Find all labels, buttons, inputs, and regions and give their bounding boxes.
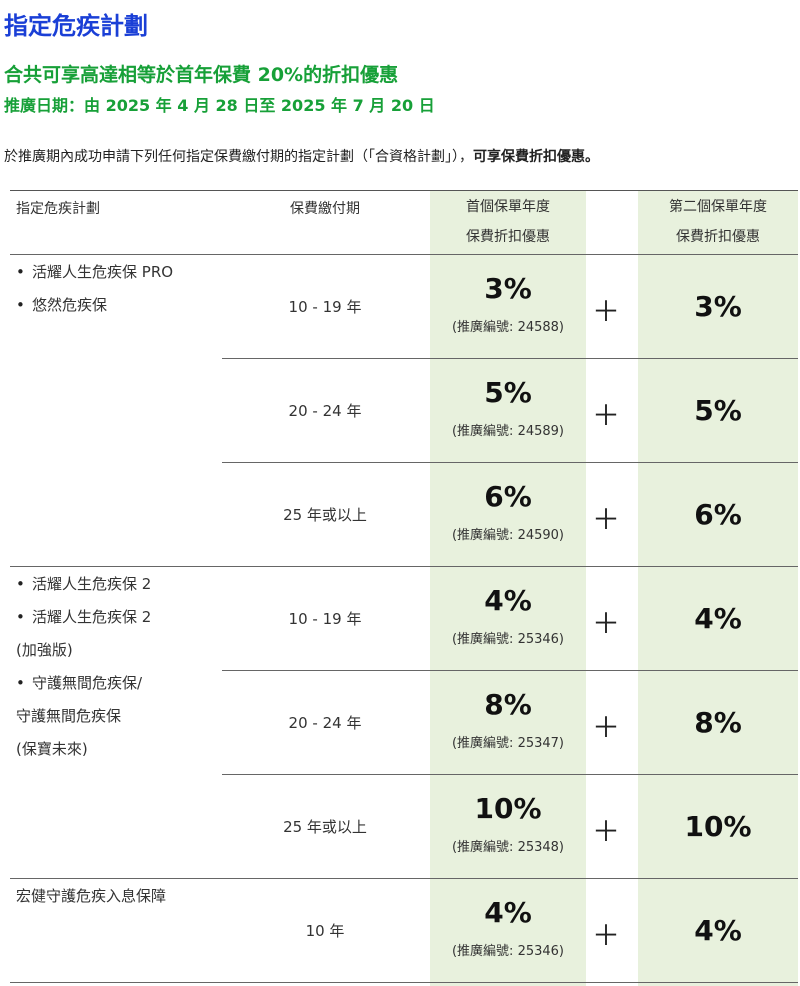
header-second-year: 第二個保單年度 保費折扣優惠: [638, 192, 798, 252]
promo-code: (推廣編號: 25346): [451, 632, 564, 647]
first-year-discount: 4%: [484, 896, 532, 929]
second-year-discount: 4%: [694, 914, 742, 947]
payment-term: 10 年: [305, 922, 345, 940]
header-bottom-rule: [10, 254, 798, 255]
second-year-discount: 6%: [694, 498, 742, 531]
promo-code: (推廣編號: 24589): [451, 424, 564, 439]
header-first-year: 首個保單年度 保費折扣優惠: [430, 192, 586, 252]
payment-term: 10 - 19 年: [288, 610, 362, 628]
second-year-discount: 3%: [694, 290, 742, 323]
row-divider: [222, 358, 798, 359]
second-year-column-bg: [638, 190, 798, 986]
plan-name: 悠然危疾保: [16, 289, 236, 322]
first-year-column-bg: [430, 190, 586, 986]
payment-term: 25 年或以上: [283, 818, 367, 836]
header-plan: 指定危疾計劃: [16, 201, 100, 217]
first-year-discount: 3%: [484, 272, 532, 305]
promo-code: (推廣編號: 25347): [451, 736, 564, 751]
group-divider: [10, 566, 798, 567]
plan-name: 守護無間危疾保: [16, 707, 122, 725]
group-divider: [10, 878, 798, 879]
second-year-discount: 8%: [694, 706, 742, 739]
first-year-discount: 8%: [484, 688, 532, 721]
payment-term: 10 - 19 年: [288, 298, 362, 316]
intro-body: 於推廣期內成功申請下列任何指定保費繳付期的指定計劃（「合資格計劃」），: [4, 149, 473, 165]
intro-text: 於推廣期內成功申請下列任何指定保費繳付期的指定計劃（「合資格計劃」），可享保費折…: [4, 146, 599, 166]
row-divider: [222, 462, 798, 463]
second-year-discount: 4%: [694, 602, 742, 635]
plan-name: 活耀人生危疾保 2: [16, 568, 236, 601]
second-year-discount: 10%: [684, 810, 752, 843]
table-top-border: [10, 190, 798, 191]
discount-table: 指定危疾計劃 保費繳付期 首個保單年度 保費折扣優惠 第二個保單年度 保費折扣優…: [10, 190, 798, 986]
header-second-year-line1: 第二個保單年度: [669, 199, 767, 215]
row-divider: [222, 670, 798, 671]
plan-items: 活耀人生危疾保 PRO悠然危疾保: [16, 256, 236, 322]
plus-sign: ＋: [591, 815, 620, 848]
plan-items: 活耀人生危疾保 2活耀人生危疾保 2 (加強版) 守護無間危疾保/守護無間危疾保 (保…: [16, 568, 236, 766]
page-title: 指定危疾計劃: [4, 12, 148, 40]
second-year-discount: 5%: [694, 394, 742, 427]
plan-list: 宏健守護危疾入息保障: [16, 880, 236, 913]
first-year-discount: 10%: [474, 792, 542, 825]
first-year-discount: 5%: [484, 376, 532, 409]
plan-name: (保寶未來): [16, 740, 88, 758]
row-divider: [222, 774, 798, 775]
offer-headline: 合共可享高達相等於首年保費 20%的折扣優惠: [4, 64, 399, 86]
first-year-discount: 4%: [484, 584, 532, 617]
plus-sign: ＋: [591, 503, 620, 536]
header-first-year-line1: 首個保單年度: [466, 199, 550, 215]
header-second-year-line2: 保費折扣優惠: [676, 229, 760, 245]
plus-sign: ＋: [591, 711, 620, 744]
group-divider: [10, 982, 798, 983]
header-term: 保費繳付期: [290, 201, 360, 217]
payment-term: 20 - 24 年: [288, 402, 362, 420]
plan-name: (加強版): [16, 641, 73, 659]
payment-term: 20 - 24 年: [288, 714, 362, 732]
payment-term: 25 年或以上: [283, 506, 367, 524]
plan-name: 宏健守護危疾入息保障: [16, 887, 167, 905]
promo-code: (推廣編號: 24588): [451, 320, 564, 335]
promo-code: (推廣編號: 25348): [451, 840, 564, 855]
intro-highlight: 可享保費折扣優惠。: [473, 149, 599, 165]
plan-name: 活耀人生危疾保 2: [16, 601, 236, 634]
plus-sign: ＋: [591, 295, 620, 328]
promo-code: (推廣編號: 25346): [451, 944, 564, 959]
plan-name: 守護無間危疾保/: [16, 667, 236, 700]
header-first-year-line2: 保費折扣優惠: [466, 229, 550, 245]
promo-code: (推廣編號: 24590): [451, 528, 564, 543]
plus-sign: ＋: [591, 919, 620, 952]
plan-items: 宏健守護危疾入息保障: [16, 880, 236, 913]
promo-period: 推廣日期：由 2025 年 4 月 28 日至 2025 年 7 月 20 日: [4, 96, 435, 115]
plus-sign: ＋: [591, 607, 620, 640]
plan-list: 活耀人生危疾保 2活耀人生危疾保 2 (加強版) 守護無間危疾保/守護無間危疾保 (保…: [16, 568, 236, 766]
plus-sign: ＋: [591, 399, 620, 432]
plan-list: 活耀人生危疾保 PRO悠然危疾保: [16, 256, 236, 322]
plan-name: 活耀人生危疾保 PRO: [16, 256, 236, 289]
first-year-discount: 6%: [484, 480, 532, 513]
